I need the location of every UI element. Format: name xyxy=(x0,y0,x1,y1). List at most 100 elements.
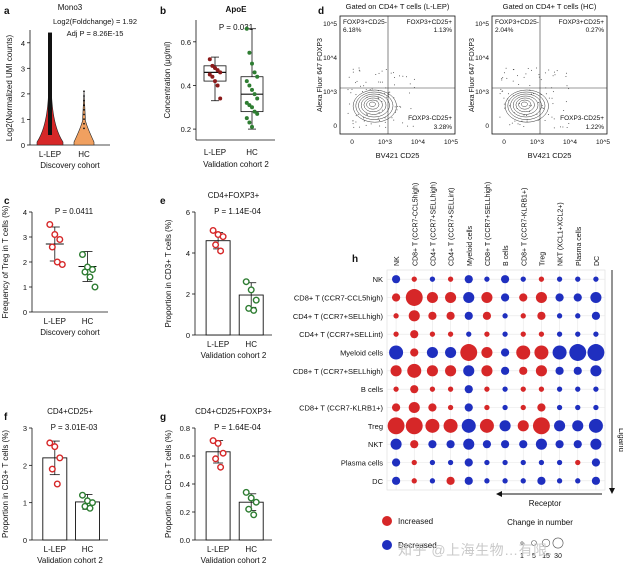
panel-a-ytick-label: 3 xyxy=(21,64,25,73)
panel-f-category-HC: HC xyxy=(82,545,94,554)
panel-d-plot1-event xyxy=(363,85,365,87)
panel-h-column-label: NK xyxy=(394,256,401,266)
panel-letter-c: c xyxy=(4,196,10,207)
panel-d-plot1-contour xyxy=(366,99,380,110)
panel-d-plot1-contour xyxy=(369,101,376,107)
panel-a-violin-point xyxy=(83,122,85,125)
panel-b-point xyxy=(215,83,220,88)
panel-d-plot1-event xyxy=(358,67,360,69)
panel-d-plot2-title: Gated on CD4+ T cells (HC) xyxy=(503,2,597,11)
panel-g-point xyxy=(217,463,225,471)
panel-e-category-L-LEP: L-LEP xyxy=(207,340,229,349)
panel-d-plot1-event xyxy=(378,81,380,83)
panel-d-plot1-event xyxy=(377,90,379,92)
panel-h-dot xyxy=(429,386,436,392)
panel-d-plot2-event xyxy=(501,78,503,80)
panel-h-dot xyxy=(466,331,472,337)
panel-e-ytick-label: 4 xyxy=(186,249,190,258)
panel-h-dot xyxy=(426,365,438,377)
panel-h-dot xyxy=(502,404,508,411)
panel-h-dot xyxy=(573,293,582,302)
panel-d-plot2-gate-q2-value: 0.27% xyxy=(586,27,605,34)
panel-d-plot1-event xyxy=(365,81,367,83)
panel-h-column-label: Plasma cells xyxy=(576,226,583,266)
panel-h-dot xyxy=(500,366,510,375)
panel-h-dot xyxy=(410,385,419,394)
panel-h-dot xyxy=(519,293,528,302)
panel-g-point xyxy=(209,437,217,445)
panel-d-plot1-event xyxy=(390,72,392,74)
panel-d-plot2-event xyxy=(562,126,564,128)
panel-d-plot2-event xyxy=(552,103,554,105)
panel-d-plot2-event xyxy=(506,77,508,79)
panel-d-plot2-event xyxy=(552,75,554,77)
panel-b-point xyxy=(210,74,215,79)
panel-a-violin-point xyxy=(83,99,85,102)
panel-h-dot xyxy=(464,275,473,284)
panel-h-dot xyxy=(484,459,490,466)
panel-d-plot1-gate-q4-label: FOXP3-CD25+ xyxy=(408,115,452,122)
panel-d-plot1-event xyxy=(371,88,373,90)
panel-h-dot xyxy=(587,344,605,361)
panel-c-point xyxy=(58,261,66,269)
panel-g-ylabel: Proportion in CD3+ T cells (%) xyxy=(164,430,173,538)
panel-a-pvalue: Adj P = 8.26E-15 xyxy=(67,29,124,38)
panel-d-plot1-event xyxy=(409,83,411,85)
panel-e-point xyxy=(242,278,250,286)
panel-a-violin-point xyxy=(83,95,85,97)
panel-a-violin-point xyxy=(83,118,85,121)
panel-d-plot1-xtick: 0 xyxy=(350,139,354,146)
panel-h-dot xyxy=(575,313,581,319)
panel-d-plot1-event xyxy=(377,117,379,119)
panel-c-point xyxy=(46,220,54,228)
panel-h-dot xyxy=(520,459,526,466)
panel-d-plot2-event xyxy=(565,75,567,77)
panel-d-plot2-ytick: 0 xyxy=(485,123,489,130)
panel-h-legend-size-circle xyxy=(520,541,524,545)
panel-d-plot2-event xyxy=(566,126,568,128)
panel-d-plot1-event xyxy=(366,114,368,116)
panel-d-plot2-event xyxy=(518,103,520,105)
panel-letter-f: f xyxy=(4,412,8,423)
panel-h-dot xyxy=(393,386,399,392)
panel-d-plot2-event xyxy=(527,68,529,70)
panel-d-plot2-event xyxy=(504,107,506,109)
panel-d-plot2-event xyxy=(519,124,521,126)
panel-h-dot xyxy=(393,313,399,319)
panel-d-plot1-event xyxy=(352,120,354,122)
panel-g-point xyxy=(212,455,220,463)
panel-h-dot xyxy=(408,401,420,414)
panel-d-plot2-event xyxy=(554,74,556,76)
panel-b-point xyxy=(252,70,257,75)
panel-d-plot1-event xyxy=(359,70,361,72)
panel-d-plot1-xtick: 10^4 xyxy=(411,139,425,146)
panel-h-dot xyxy=(390,365,402,377)
panel-d-plot1-event xyxy=(393,97,395,99)
panel-d-plot1-event xyxy=(397,105,399,107)
panel-h-dot xyxy=(464,476,473,485)
panel-h-dot xyxy=(410,348,419,357)
panel-d-plot1-event xyxy=(365,89,367,91)
panel-d-plot2-event xyxy=(552,91,554,93)
panel-d-plot2-event xyxy=(540,94,542,96)
panel-d-plot1-event xyxy=(358,69,360,71)
panel-d-plot2-event xyxy=(508,105,510,107)
panel-h-row-label: CD8+ T (CCR7+SELLhigh) xyxy=(293,367,384,376)
panel-a-violin-points-L-LEP xyxy=(48,32,52,135)
panel-d-plot2-contour xyxy=(510,93,542,118)
panel-d-plot2-event xyxy=(553,71,555,73)
panel-d-plot1-event xyxy=(386,96,388,98)
panel-h-dot xyxy=(429,331,436,337)
panel-d-plot2-frame xyxy=(491,15,608,135)
panel-h-receptor-arrowhead xyxy=(496,491,502,497)
panel-g-pvalue: P = 1.64E-04 xyxy=(214,423,261,432)
panel-d-plot1-event xyxy=(355,121,357,123)
panel-h-legend-increased-swatch xyxy=(382,516,392,526)
panel-d-plot1-event xyxy=(369,88,371,90)
panel-h-column-label: CD8+ T (CCR7-CCL5high) xyxy=(412,183,419,266)
panel-b-point xyxy=(247,83,252,88)
panel-d-plot1-event xyxy=(409,92,411,94)
panel-b-ytick-label: 0.4 xyxy=(181,81,191,90)
panel-d-plot1-event xyxy=(412,125,414,127)
